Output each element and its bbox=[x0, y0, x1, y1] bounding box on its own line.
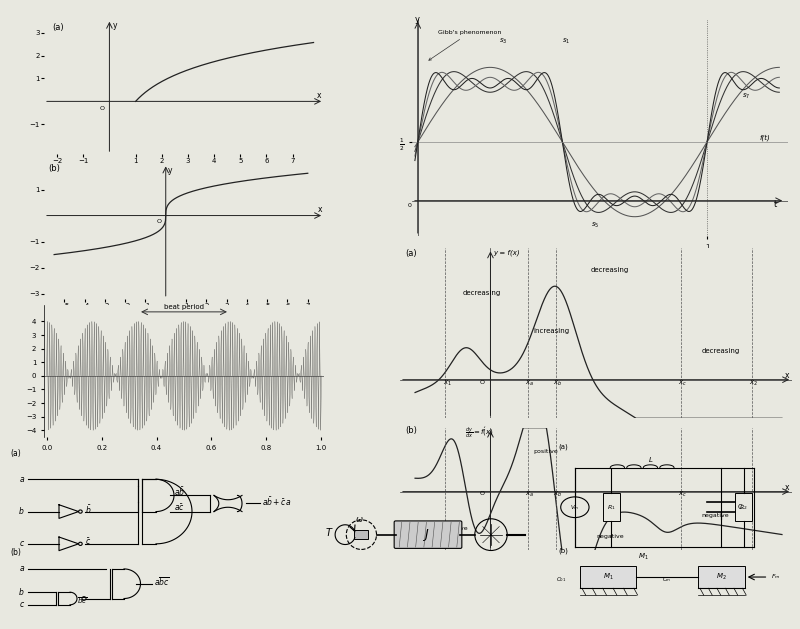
Text: $x_1$: $x_1$ bbox=[442, 378, 452, 387]
Text: (a): (a) bbox=[52, 23, 63, 32]
Text: $M_1$: $M_1$ bbox=[602, 572, 614, 582]
Text: $x_c$: $x_c$ bbox=[678, 378, 687, 387]
Text: y: y bbox=[415, 15, 420, 25]
Text: O: O bbox=[157, 219, 162, 224]
Text: beat period: beat period bbox=[164, 304, 204, 310]
Text: y: y bbox=[168, 166, 173, 175]
Text: b: b bbox=[19, 507, 24, 516]
Text: L: L bbox=[649, 457, 652, 464]
Text: $C_{01}$: $C_{01}$ bbox=[555, 576, 566, 584]
Text: $\bar{c}$: $\bar{c}$ bbox=[86, 537, 91, 547]
Text: J: J bbox=[424, 528, 428, 541]
Text: $R_2$: $R_2$ bbox=[739, 503, 748, 511]
Text: $\bar{b}$: $\bar{b}$ bbox=[86, 503, 92, 516]
Text: $a\bar{b}+\bar{c}a$: $a\bar{b}+\bar{c}a$ bbox=[262, 496, 291, 508]
Text: $\overline{bc}$: $\overline{bc}$ bbox=[77, 596, 87, 606]
Text: $M_1$: $M_1$ bbox=[638, 552, 649, 562]
Text: y = f(x): y = f(x) bbox=[493, 249, 519, 256]
Text: x: x bbox=[317, 91, 321, 100]
Text: increasing: increasing bbox=[533, 328, 570, 335]
Text: $R_1$: $R_1$ bbox=[607, 503, 616, 511]
Text: $C_m$: $C_m$ bbox=[662, 576, 671, 584]
Text: $V_m$: $V_m$ bbox=[570, 503, 579, 511]
Text: O: O bbox=[479, 381, 485, 386]
FancyBboxPatch shape bbox=[394, 521, 462, 548]
Text: x: x bbox=[785, 370, 789, 380]
Text: (b): (b) bbox=[48, 164, 60, 174]
Text: c: c bbox=[19, 539, 23, 548]
FancyBboxPatch shape bbox=[698, 566, 745, 588]
Text: x: x bbox=[318, 204, 322, 214]
Text: O: O bbox=[479, 491, 485, 496]
Text: decreasing: decreasing bbox=[591, 267, 630, 272]
Text: $x_c$: $x_c$ bbox=[678, 489, 687, 499]
Text: positive: positive bbox=[533, 449, 558, 454]
Text: b: b bbox=[19, 587, 24, 597]
Text: Gibb's phenomenon: Gibb's phenomenon bbox=[429, 30, 502, 60]
Text: decreasing: decreasing bbox=[463, 290, 501, 296]
Text: f(t): f(t) bbox=[759, 135, 770, 141]
Text: $a\overline{bc}$: $a\overline{bc}$ bbox=[154, 576, 170, 588]
Text: $x_a$: $x_a$ bbox=[525, 378, 534, 387]
Text: a: a bbox=[19, 475, 24, 484]
Text: (b): (b) bbox=[558, 547, 568, 554]
Text: decreasing: decreasing bbox=[702, 348, 740, 353]
Text: (b): (b) bbox=[10, 548, 21, 557]
Text: negative: negative bbox=[440, 526, 468, 531]
FancyBboxPatch shape bbox=[579, 566, 636, 588]
Text: $s_5$: $s_5$ bbox=[591, 221, 600, 230]
Text: $\omega$: $\omega$ bbox=[355, 515, 364, 525]
Text: $a\bar{b}$: $a\bar{b}$ bbox=[174, 486, 185, 498]
Text: $M_2$: $M_2$ bbox=[716, 572, 726, 582]
Text: $s_7$: $s_7$ bbox=[742, 91, 750, 101]
Text: negative: negative bbox=[596, 533, 624, 538]
Text: $x_b$: $x_b$ bbox=[553, 489, 562, 499]
Text: C: C bbox=[738, 504, 742, 510]
Text: y: y bbox=[113, 21, 117, 30]
Text: O: O bbox=[100, 106, 105, 111]
Text: $s_3$: $s_3$ bbox=[498, 36, 507, 45]
FancyBboxPatch shape bbox=[354, 530, 368, 539]
Text: (a): (a) bbox=[405, 249, 417, 258]
Text: $\frac{dy}{dx} = f\'(x)$: $\frac{dy}{dx} = f\'(x)$ bbox=[466, 426, 494, 440]
Text: $a\bar{c}$: $a\bar{c}$ bbox=[174, 503, 185, 513]
Text: 0: 0 bbox=[408, 203, 412, 208]
Text: a: a bbox=[19, 564, 24, 574]
Text: c: c bbox=[19, 600, 23, 610]
Text: negative: negative bbox=[702, 513, 729, 518]
Text: $x_b$: $x_b$ bbox=[553, 378, 562, 387]
Text: $x_a$: $x_a$ bbox=[525, 489, 534, 499]
Text: (a): (a) bbox=[558, 443, 568, 450]
Text: $F_m$: $F_m$ bbox=[770, 572, 780, 581]
Text: $s_1$: $s_1$ bbox=[562, 36, 570, 45]
FancyBboxPatch shape bbox=[735, 493, 752, 521]
Text: x: x bbox=[785, 483, 789, 493]
Text: $x_2$: $x_2$ bbox=[749, 378, 758, 387]
Text: t: t bbox=[774, 199, 777, 209]
Text: T: T bbox=[326, 528, 332, 538]
Text: (b): (b) bbox=[405, 426, 417, 435]
FancyBboxPatch shape bbox=[603, 493, 620, 521]
Text: (a): (a) bbox=[10, 449, 21, 458]
